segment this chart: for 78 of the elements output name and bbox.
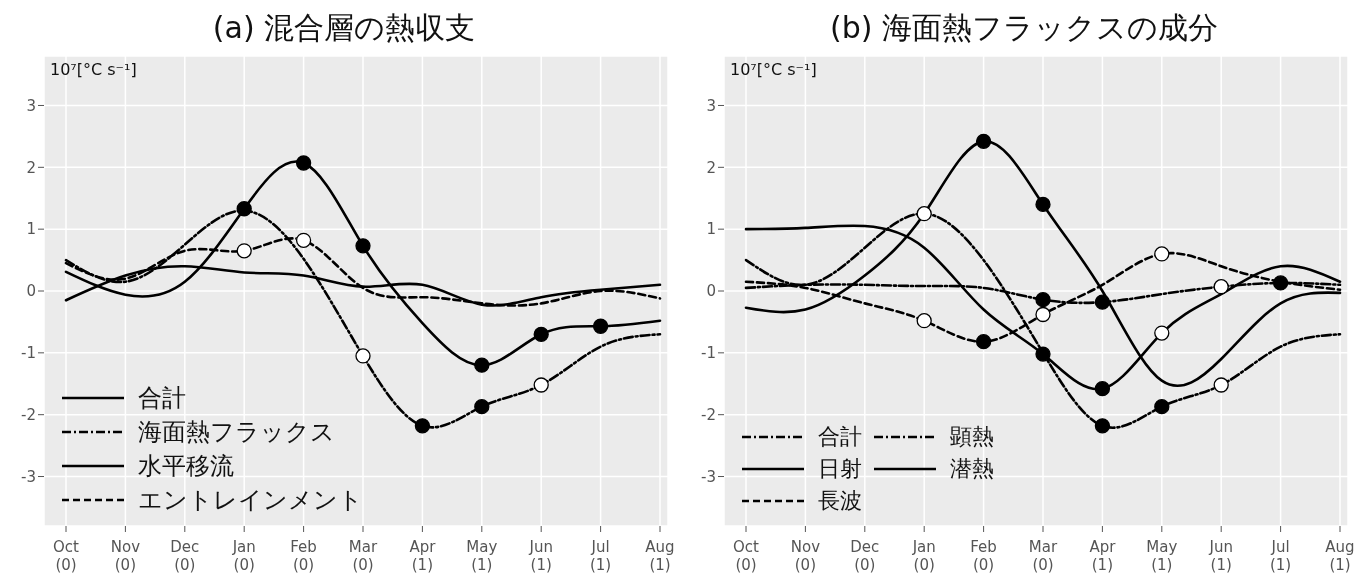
point [1035,346,1051,362]
point [975,133,992,149]
chart-title: (a) 混合層の熱収支 [211,9,477,47]
y-tick-label: -1 [701,344,716,363]
legend-label: 日射 [818,455,862,483]
y-axis-title: 10⁷[°C s⁻¹] [50,60,137,79]
x-tick-label: Mar (0) [1028,538,1058,574]
x-tick-label: Mar (0) [348,538,378,574]
y-tick-label: 3 [26,96,36,115]
legend-label: 水平移流 [138,451,234,482]
point [1154,325,1170,341]
point [1272,275,1289,291]
x-tick-label: Jan (0) [231,538,256,574]
y-tick-label: -1 [21,344,36,363]
y-tick-label: -3 [701,467,716,486]
x-tick-label: Oct (0) [733,538,760,574]
x-tick-label: Jul (1) [589,538,612,574]
y-tick-label: 0 [706,282,716,301]
point [975,334,992,350]
legend-label: 顕熱 [950,423,994,451]
point [533,377,549,393]
x-tick-label: Oct (0) [53,538,80,574]
x-tick-label: Dec (0) [850,538,880,574]
point [916,206,932,222]
legend-label: 合計 [818,423,862,451]
legend-label: 長波 [818,487,862,515]
y-tick-label: -3 [21,467,36,486]
point [1035,306,1051,323]
x-tick-label: Nov (0) [790,538,821,574]
y-axis-title: 10⁷[°C s⁻¹] [730,60,817,79]
legend-label: 海面熱フラックス [138,417,335,448]
point [1213,279,1229,295]
x-tick-label: Jan (0) [911,538,936,574]
x-tick-label: May (1) [1146,538,1178,574]
x-tick-label: Feb (0) [970,538,997,574]
point [355,348,371,364]
x-tick-label: Aug (1) [1325,538,1355,574]
y-tick-label: 1 [706,220,716,239]
point [1154,399,1170,415]
point [355,238,371,254]
point [1094,381,1111,397]
point [414,418,431,434]
point [1213,377,1229,393]
y-tick-label: 0 [26,282,36,301]
x-tick-label: Apr (1) [1089,538,1117,574]
legend-label: 合計 [138,383,186,414]
y-tick-label: -2 [701,406,716,425]
y-tick-label: 2 [706,158,716,177]
point [236,243,252,259]
legend-label: 潜熱 [950,455,994,483]
point [1035,292,1051,308]
x-tick-label: Aug (1) [645,538,675,574]
x-tick-label: May (1) [466,538,498,574]
point [1154,246,1170,262]
point [474,399,490,415]
point [1035,196,1051,213]
point [533,326,549,342]
y-tick-label: 3 [706,96,716,115]
x-tick-label: Jun (1) [1208,538,1233,574]
x-tick-label: Dec (0) [170,538,200,574]
legend-label: エントレインメント [138,485,363,516]
point [295,155,312,171]
x-tick-label: Nov (0) [110,538,141,574]
point [592,318,609,334]
point [1094,418,1111,434]
point [1094,294,1111,310]
x-tick-label: Feb (0) [290,538,317,574]
x-tick-label: Jul (1) [1269,538,1292,574]
x-tick-label: Jun (1) [528,538,553,574]
y-tick-label: 2 [26,158,36,177]
y-tick-label: -2 [21,406,36,425]
x-tick-label: Apr (1) [409,538,437,574]
point [295,232,312,248]
y-tick-label: 1 [26,220,36,239]
point [474,357,490,373]
point [236,201,252,217]
chart-title: (b) 海面熱フラックスの成分 [829,9,1219,47]
point [916,313,932,329]
